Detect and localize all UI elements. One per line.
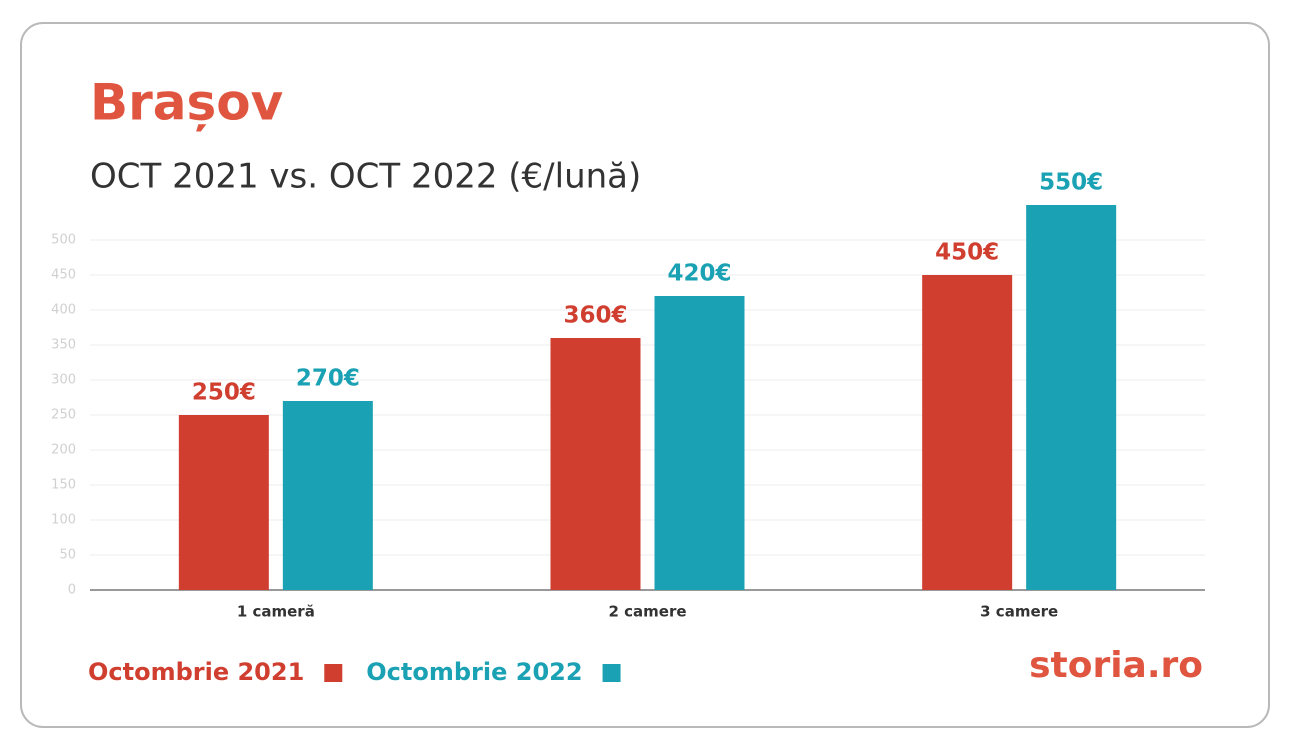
y-tick-label: 150 xyxy=(51,478,76,493)
chart-title: Brașov xyxy=(90,74,283,132)
value-label: 450€ xyxy=(935,240,999,266)
legend-swatch xyxy=(602,664,621,682)
bar xyxy=(1026,205,1117,590)
y-tick-label: 300 xyxy=(51,373,76,388)
bar xyxy=(654,296,745,590)
y-tick-label: 0 xyxy=(68,583,76,598)
x-tick-label: 2 camere xyxy=(608,603,686,621)
chart-subtitle: OCT 2021 vs. OCT 2022 (€/lună) xyxy=(90,157,641,197)
x-tick-label: 3 camere xyxy=(980,603,1058,621)
y-tick-label: 100 xyxy=(51,513,76,528)
y-tick-label: 450 xyxy=(51,268,76,283)
legend-swatch xyxy=(324,664,343,682)
x-tick-label: 1 cameră xyxy=(237,603,315,621)
value-label: 420€ xyxy=(667,261,731,287)
bar xyxy=(178,415,269,590)
value-label: 250€ xyxy=(192,380,256,406)
y-tick-label: 350 xyxy=(51,338,76,353)
legend-label: Octombrie 2021 xyxy=(88,658,304,686)
y-tick-label: 200 xyxy=(51,443,76,458)
legend-label: Octombrie 2022 xyxy=(366,658,582,686)
value-label: 550€ xyxy=(1039,170,1103,196)
value-label: 270€ xyxy=(296,366,360,392)
bar xyxy=(282,401,373,590)
logo: storia.ro xyxy=(1029,645,1203,686)
y-tick-label: 50 xyxy=(59,548,76,563)
bar xyxy=(550,338,641,590)
y-tick-label: 500 xyxy=(51,233,76,248)
value-label: 360€ xyxy=(563,303,627,329)
y-tick-label: 400 xyxy=(51,303,76,318)
y-tick-label: 250 xyxy=(51,408,76,423)
bar xyxy=(922,275,1013,590)
